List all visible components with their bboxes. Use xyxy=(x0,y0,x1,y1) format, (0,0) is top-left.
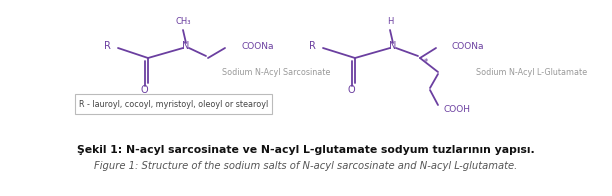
Text: H: H xyxy=(387,16,393,25)
Bar xyxy=(75,94,272,114)
Text: Figure 1: Structure of the sodium salts of N-acyl sarcosinate and N-acyl L-gluta: Figure 1: Structure of the sodium salts … xyxy=(94,161,518,171)
Text: R - lauroyl, cocoyl, myristoyl, oleoyl or stearoyl: R - lauroyl, cocoyl, myristoyl, oleoyl o… xyxy=(79,100,268,109)
Text: COONa: COONa xyxy=(242,42,275,51)
Text: R: R xyxy=(309,41,316,51)
Text: *: * xyxy=(424,57,428,66)
Text: Sodium N-Acyl L-Glutamate: Sodium N-Acyl L-Glutamate xyxy=(476,67,587,76)
Text: COONa: COONa xyxy=(452,42,485,51)
Text: COOH: COOH xyxy=(444,104,471,113)
Text: N: N xyxy=(182,41,190,51)
Text: R: R xyxy=(104,41,111,51)
Text: O: O xyxy=(140,85,148,95)
Text: CH₃: CH₃ xyxy=(175,16,191,25)
Text: Sodium N-Acyl Sarcosinate: Sodium N-Acyl Sarcosinate xyxy=(222,67,330,76)
Text: O: O xyxy=(347,85,355,95)
Text: N: N xyxy=(389,41,397,51)
Text: Şekil 1: N-acyl sarcosinate ve N-acyl L-glutamate sodyum tuzlarının yapısı.: Şekil 1: N-acyl sarcosinate ve N-acyl L-… xyxy=(77,145,535,155)
